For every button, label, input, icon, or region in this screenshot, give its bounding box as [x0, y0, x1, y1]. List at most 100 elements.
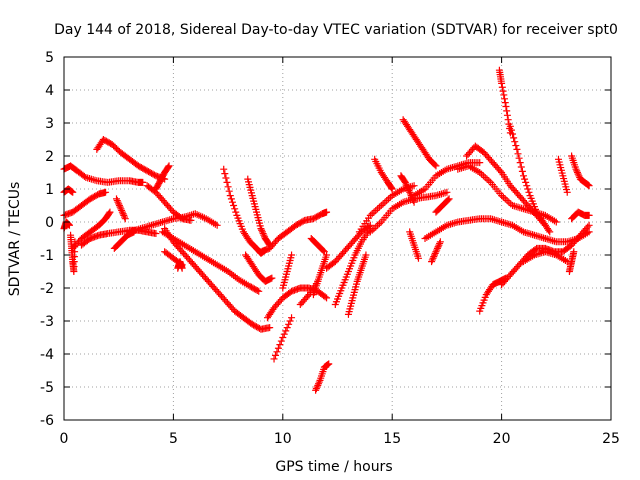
series-arc-21: [257, 208, 331, 256]
data-point: [509, 130, 517, 138]
data-point: [118, 208, 126, 216]
data-point: [414, 254, 422, 262]
data-point: [113, 197, 121, 205]
data-point: [116, 203, 124, 211]
data-point: [224, 183, 232, 191]
data-point: [585, 211, 593, 219]
series-arc-51: [565, 248, 578, 275]
data-point: [270, 355, 278, 363]
series-arc-23: [270, 314, 296, 363]
data-point: [428, 256, 436, 264]
series-arc-47: [506, 122, 554, 236]
data-point: [118, 206, 126, 214]
series-arc-31: [344, 251, 370, 318]
y-tick-label: -3: [40, 314, 54, 330]
data-point: [525, 188, 533, 196]
series-arc-41: [432, 195, 453, 216]
data-point: [286, 317, 294, 325]
data-point: [255, 287, 263, 295]
data-point: [514, 150, 522, 158]
series-arc-27: [309, 251, 331, 299]
data-point: [513, 145, 521, 153]
data-point: [120, 211, 128, 219]
data-point: [268, 274, 276, 282]
data-point: [213, 221, 221, 229]
data-point: [383, 197, 391, 205]
data-point: [273, 348, 281, 356]
data-point: [323, 294, 331, 302]
data-point: [501, 195, 509, 203]
y-tick-label: 0: [45, 215, 54, 231]
data-point: [401, 178, 409, 186]
data-point: [503, 107, 511, 115]
data-point: [515, 154, 523, 162]
data-point: [362, 251, 370, 259]
series-arc-28: [312, 360, 333, 394]
y-tick-label: 5: [45, 50, 54, 66]
data-point: [585, 221, 593, 229]
data-point: [524, 185, 532, 193]
data-point: [277, 337, 285, 345]
data-point: [375, 220, 383, 228]
data-point: [312, 385, 320, 393]
series-arc-22: [263, 284, 331, 322]
series-arc-01: [60, 162, 147, 186]
data-point: [410, 182, 418, 190]
data-point: [507, 126, 515, 134]
data-point: [522, 178, 530, 186]
data-point: [288, 251, 296, 259]
data-point: [502, 103, 510, 110]
series-arc-03: [60, 188, 110, 219]
data-point: [570, 248, 578, 256]
data-point: [370, 208, 378, 216]
data-point: [164, 163, 172, 171]
data-point: [377, 202, 385, 209]
data-point: [432, 162, 440, 170]
data-point: [485, 177, 493, 185]
data-point: [503, 111, 511, 119]
series-arc-26: [307, 235, 328, 256]
x-tick-label: 10: [274, 431, 292, 447]
data-point: [409, 197, 417, 205]
data-point: [431, 251, 439, 259]
x-tick-label: 25: [602, 431, 620, 447]
marks-layer: [60, 66, 593, 394]
x-tick-label: 15: [383, 431, 401, 447]
data-point: [573, 169, 581, 176]
series-arc-37: [406, 228, 422, 262]
data-point: [178, 264, 186, 272]
series-arc-49: [554, 155, 571, 196]
data-point: [552, 218, 560, 226]
data-point: [431, 161, 439, 169]
data-point: [106, 208, 114, 216]
data-point: [432, 248, 440, 256]
series-arc-39: [428, 238, 444, 266]
data-point: [257, 225, 265, 233]
series-arc-35: [399, 116, 440, 170]
data-point: [114, 198, 122, 206]
data-point: [375, 203, 383, 211]
data-point: [314, 381, 322, 389]
data-point: [499, 193, 507, 201]
data-point: [406, 188, 414, 196]
data-point: [523, 182, 531, 190]
data-point: [516, 159, 524, 167]
data-point: [445, 195, 453, 203]
data-point: [545, 226, 553, 234]
chart-title: Day 144 of 2018, Sidereal Day-to-day VTE…: [54, 22, 618, 38]
series-arc-20: [242, 251, 276, 285]
series-arc-29: [323, 221, 374, 272]
data-point: [253, 286, 261, 294]
series-arc-40: [421, 215, 593, 246]
data-point: [433, 244, 441, 252]
data-point: [499, 87, 507, 95]
data-point: [501, 95, 509, 103]
x-tick-label: 0: [60, 431, 69, 447]
data-point: [388, 185, 396, 193]
data-point: [573, 167, 581, 175]
y-tick-label: -5: [40, 380, 54, 396]
data-point: [381, 198, 389, 206]
y-tick-label: -1: [40, 248, 54, 264]
data-point: [323, 208, 331, 216]
data-point: [496, 167, 504, 175]
